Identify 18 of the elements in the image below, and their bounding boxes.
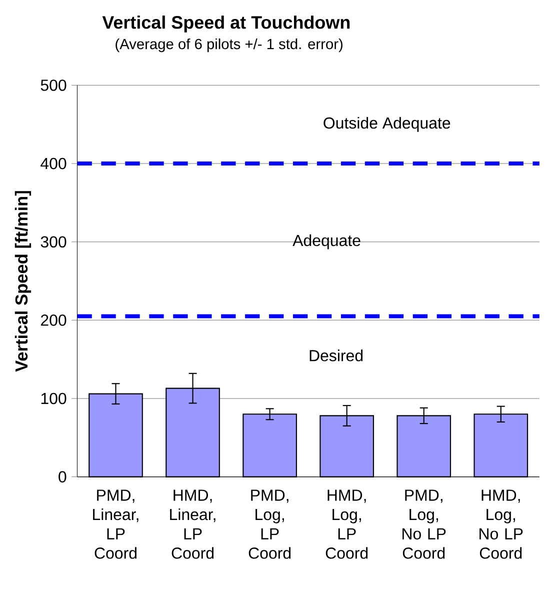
y-tick-label: 500 [40,80,66,91]
annotation: Adequate [292,234,360,250]
chart-title: Vertical Speed at Touchdown [102,16,350,32]
x-tick-label: PMD, Linear, LP Coord [93,490,138,559]
y-tick-label: 300 [40,236,66,248]
y-tick-label: 100 [42,392,66,404]
annotation: Desired [310,350,363,362]
x-tick-label: HMD, Linear, LP Coord [170,490,216,559]
y-tick-label: 0 [58,471,66,482]
y-axis-title: Vertical Speed [ft/min] [15,191,32,372]
chart-subtitle: (Average of 6 pilots +/- 1 std. error) [116,38,343,52]
x-tick-label: PMD, Log, No LP Coord [402,490,446,559]
x-tick-label: PMD, Log, LP Coord [249,490,291,559]
y-tick-label: 400 [40,158,66,170]
annotation: Outside Adequate [324,116,450,132]
y-tick-label: 200 [41,314,66,326]
x-tick-label: HMD, Log, LP Coord [326,490,368,559]
x-tick-label: HMD, Log, No LP Coord [480,490,523,559]
